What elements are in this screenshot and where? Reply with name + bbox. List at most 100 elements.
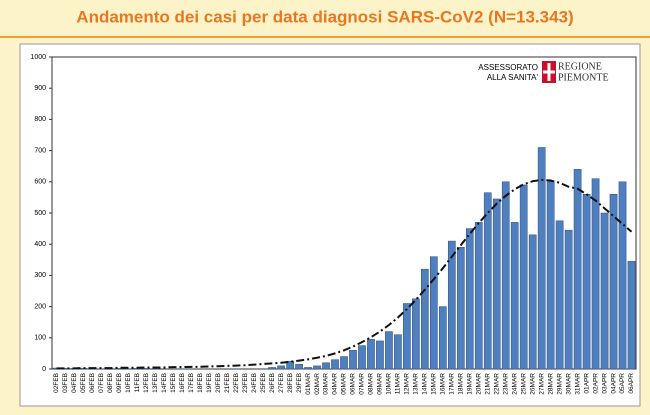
x-tick-label: 19FEB [206,373,213,393]
x-tick-label: 29FEB [296,373,303,393]
x-tick-label: 17MAR [449,373,456,395]
bar [269,367,276,369]
bar [376,341,383,369]
y-tick-label: 300 [34,272,46,279]
x-tick-label: 28MAR [547,373,554,395]
x-tick-label: 07MAR [359,373,366,395]
x-tick-label: 09FEB [116,373,123,393]
x-tick-label: 14MAR [422,373,429,395]
x-tick-label: 31MAR [574,373,581,395]
bar [547,182,554,369]
x-tick-label: 14FEB [161,373,168,393]
x-tick-label: 28FEB [287,373,294,393]
x-tick-label: 13FEB [152,373,159,393]
bar [430,257,437,369]
bar [565,230,572,369]
bar [322,363,329,369]
x-tick-label: 01MAR [305,373,312,395]
x-tick-label: 06APR [628,373,635,394]
x-tick-label: 03MAR [323,373,330,395]
x-tick-label: 16FEB [179,373,186,393]
y-tick-label: 900 [34,85,46,92]
bar [439,307,446,369]
logo-brand: REGIONE [558,61,602,72]
x-tick-label: 05MAR [341,373,348,395]
bar [466,229,473,369]
bar [628,261,635,369]
x-tick-label: 26FEB [269,373,276,393]
bar [340,357,347,369]
y-tick-label: 600 [34,179,46,186]
bar [493,199,500,369]
bar [457,247,464,369]
bar [331,360,338,369]
x-tick-label: 27FEB [278,373,285,393]
x-tick-label: 12FEB [143,373,150,393]
x-tick-label: 08MAR [368,373,375,395]
x-tick-label: 11MAR [395,373,402,394]
x-tick-label: 07FEB [98,373,105,393]
bar [367,339,374,369]
chart-title: Andamento dei casi per data diagnosi SAR… [76,7,573,26]
x-tick-label: 02APR [592,373,599,394]
x-tick-label: 10MAR [386,373,393,395]
x-tick-label: 22FEB [233,373,240,393]
x-tick-label: 03FEB [62,373,69,393]
x-tick-label: 30MAR [565,373,572,395]
x-tick-label: 12MAR [404,373,411,395]
y-tick-label: 100 [34,335,46,342]
bar [349,350,356,369]
y-tick-label: 500 [34,210,46,217]
bar [601,213,608,369]
x-tick-label: 11FEB [134,373,141,392]
x-tick-label: 04MAR [332,373,339,395]
y-tick-label: 800 [34,116,46,123]
bar [358,346,365,369]
x-tick-label: 18FEB [197,373,204,393]
x-tick-label: 04APR [610,373,617,394]
bar [475,222,482,369]
x-tick-label: 01APR [583,373,590,394]
logo-text: ASSESSORATO [478,63,538,72]
x-tick-label: 08FEB [107,373,114,393]
x-tick-label: 05FEB [80,373,87,393]
bar [80,368,87,369]
x-tick-label: 16MAR [440,373,447,395]
x-tick-label: 15FEB [170,373,177,393]
x-tick-label: 03APR [601,373,608,394]
y-tick-label: 0 [42,366,46,373]
y-tick-label: 200 [34,303,46,310]
x-tick-label: 24FEB [251,373,258,393]
bar [412,299,419,369]
y-tick-label: 700 [34,147,46,154]
x-tick-label: 02MAR [314,373,321,395]
bar [502,182,509,369]
x-tick-label: 04FEB [71,373,78,393]
x-tick-label: 13MAR [413,373,420,395]
bar [421,269,428,369]
bar [278,366,285,369]
bar [529,235,536,369]
bar [619,182,626,369]
x-tick-label: 21FEB [224,373,231,393]
x-tick-label: 18MAR [458,373,465,395]
y-tick-label: 400 [34,241,46,248]
x-tick-label: 06FEB [89,373,96,393]
x-tick-label: 19MAR [467,373,474,395]
x-tick-label: 21MAR [484,373,491,395]
x-tick-label: 17FEB [188,373,195,393]
bar [448,241,455,369]
x-tick-label: 27MAR [538,373,545,395]
x-tick-label: 23MAR [502,373,509,395]
y-tick-label: 1000 [30,54,46,61]
bar [520,185,527,369]
bar [574,169,581,369]
x-tick-label: 25MAR [520,373,527,395]
x-tick-label: 10FEB [125,373,132,393]
bar [511,222,518,369]
x-tick-label: 26MAR [529,373,536,395]
bar [304,367,311,369]
x-tick-label: 15MAR [431,373,438,395]
bar [385,332,392,369]
